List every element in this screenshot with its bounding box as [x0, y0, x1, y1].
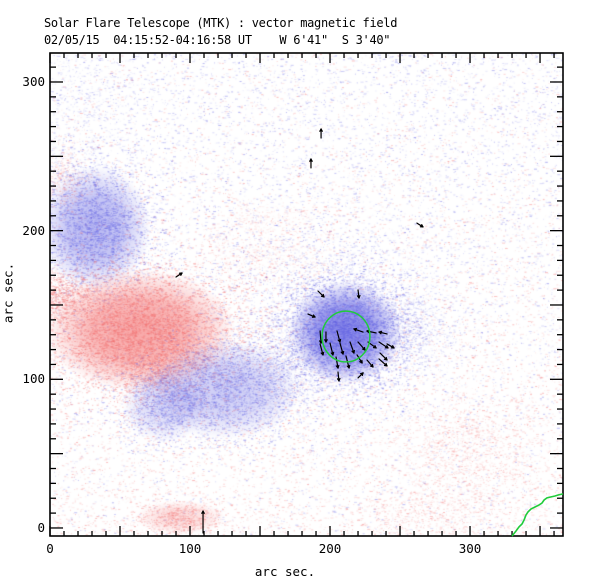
x-tick-label: 100 [178, 541, 202, 556]
x-tick-label: 200 [318, 541, 342, 556]
x-tick-label: 0 [46, 541, 54, 556]
y-tick-label: 0 [37, 519, 45, 535]
y-tick-label: 200 [22, 222, 45, 238]
y-tick-label: 300 [22, 73, 45, 89]
y-axis-title: arc sec. [0, 262, 16, 324]
y-tick-label: 100 [22, 371, 45, 387]
chart-subtitle: 02/05/15 04:15:52-04:16:58 UT W 6'41" S … [44, 33, 391, 47]
x-axis-title: arc sec. [254, 564, 316, 579]
chart-title: Solar Flare Telescope (MTK) : vector mag… [44, 16, 398, 30]
magnetogram-canvas [50, 53, 563, 536]
x-tick-label: 300 [458, 541, 482, 556]
